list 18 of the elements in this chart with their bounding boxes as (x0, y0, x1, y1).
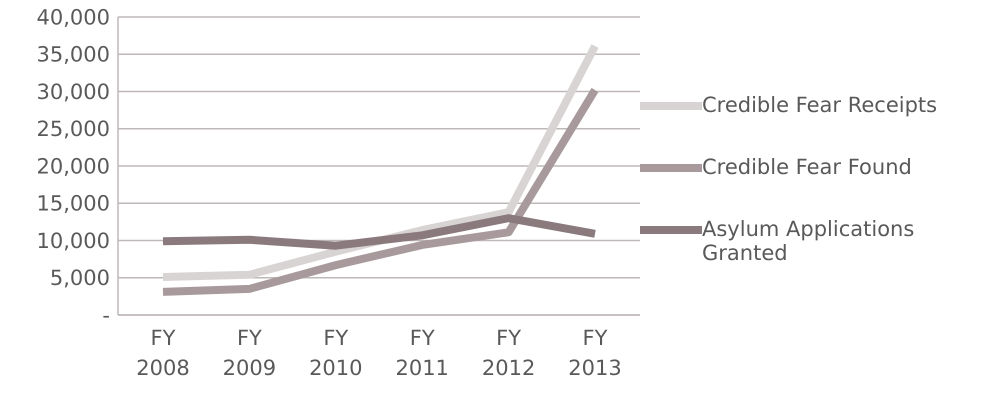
y-tick-label: - (102, 303, 110, 328)
x-tick-label: FY 2011 (395, 326, 449, 380)
x-tick-label: FY 2009 (222, 326, 276, 380)
y-tick-label: 25,000 (36, 117, 110, 142)
legend-label: Asylum Applications Granted (702, 216, 916, 264)
y-tick-label: 30,000 (36, 80, 110, 104)
x-tick-label: FY 2008 (136, 326, 190, 380)
y-tick-label: 15,000 (36, 192, 110, 216)
x-tick-label: FY 2010 (309, 326, 363, 380)
y-tick-label: 40,000 (36, 5, 110, 30)
y-tick-label: 10,000 (36, 228, 110, 253)
y-tick-label: 20,000 (36, 154, 110, 178)
y-tick-label: 5,000 (50, 266, 110, 290)
x-tick-label: FY 2013 (568, 326, 622, 380)
legend-label: Credible Fear Found (702, 154, 913, 178)
x-tick-label: FY 2012 (482, 326, 536, 380)
y-tick-label: 35,000 (36, 42, 110, 67)
legend-label: Credible Fear Receipts (702, 92, 938, 116)
